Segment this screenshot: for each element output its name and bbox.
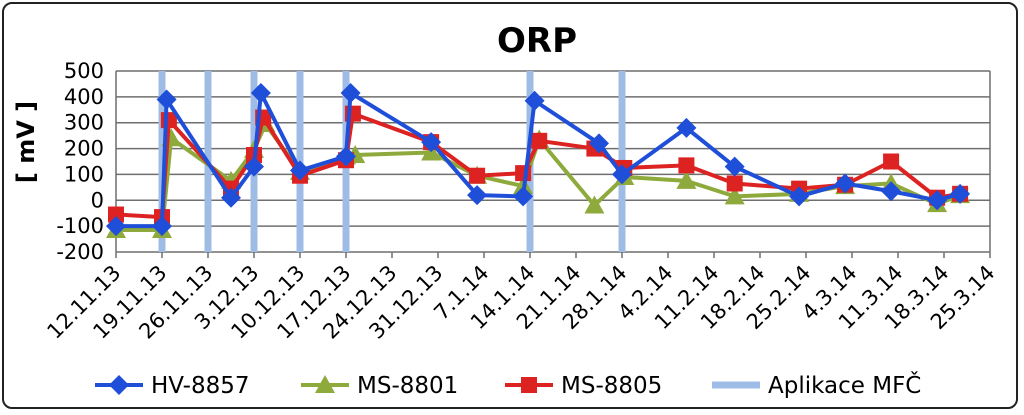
legend-item: MS-8805 [505,373,662,399]
data-point-diamond [524,90,545,111]
data-point-square [515,165,532,182]
legend-item: Aplikace MFČ [712,371,921,399]
data-point-diamond [724,156,745,177]
data-point-diamond [244,156,264,177]
legend: HV-8857 MS-8801 MS-8805 Aplikace MFČ [95,371,921,399]
data-point-square [469,167,486,184]
chart-frame [2,2,1018,409]
y-tick-label: 300 [64,111,104,135]
data-point-triangle [315,375,335,393]
series-line [115,111,961,220]
data-point-diamond [950,183,971,204]
data-point-diamond [109,375,129,395]
data-point-diamond [290,160,310,181]
chart-title: ORP [497,21,577,61]
y-tick-label: -100 [56,214,104,238]
data-point-diamond [221,187,241,208]
data-point-diamond [835,173,856,194]
data-point-triangle [724,186,745,205]
y-tick-label: 100 [64,162,104,186]
series-ms-8805 [108,105,969,226]
data-point-diamond [589,133,609,154]
y-axis-label: [ mV ] [12,101,40,183]
y-tick-label: 400 [64,85,104,109]
series-lines [106,82,971,239]
legend-item: HV-8857 [95,373,250,399]
data-point-square [531,132,548,149]
data-point-square [883,153,900,170]
legend-label: Aplikace MFČ [768,371,921,399]
y-tick-label: -200 [56,240,104,264]
data-point-diamond [340,82,361,103]
series-ms-8801 [106,114,971,239]
data-point-diamond [156,89,177,110]
data-point-diamond [612,164,632,185]
data-point-square [108,206,124,223]
y-tick-label: 0 [91,188,104,212]
data-point-square [678,157,695,174]
data-point-diamond [513,186,534,207]
legend-label: MS-8805 [561,373,662,399]
data-point-diamond [927,190,948,211]
data-point-diamond [789,186,810,207]
data-point-diamond [152,216,172,237]
x-tick-labels: 12.11.1319.11.1326.11.133.12.1310.12.131… [42,252,1000,344]
data-point-diamond [467,185,488,206]
series-line [116,90,961,229]
data-point-diamond [421,132,442,153]
data-point-triangle [676,170,697,189]
data-point-diamond [336,146,356,167]
data-point-triangle [584,195,605,214]
legend-label: HV-8857 [151,373,250,399]
legend-label: MS-8801 [357,373,458,399]
legend-item: MS-8801 [301,373,458,399]
y-tick-label: 200 [64,137,104,161]
data-point-diamond [676,117,697,138]
data-point-square [726,175,743,192]
grid-lines [115,70,991,253]
series-hv-8857 [106,82,971,237]
data-point-square [521,377,537,393]
application-bar [158,71,166,252]
data-point-diamond [250,82,271,103]
data-point-diamond [881,181,902,202]
y-tick-label: 500 [64,59,104,83]
data-point-diamond [106,216,126,237]
